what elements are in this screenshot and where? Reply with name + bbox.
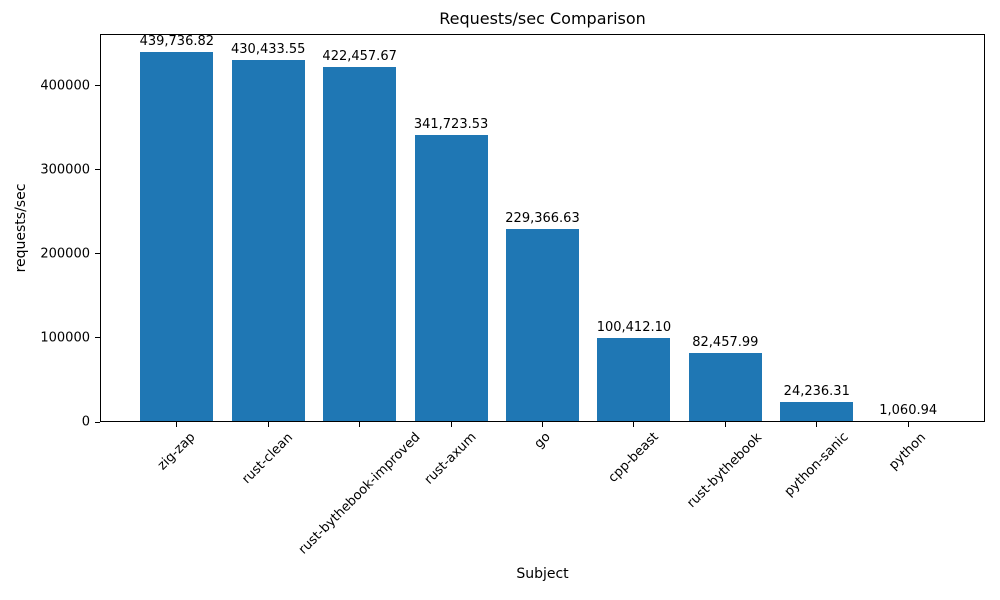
y-tick-label: 400000	[40, 78, 90, 94]
bar-value-label: 341,723.53	[413, 116, 489, 132]
bar-value-label: 82,457.99	[692, 334, 759, 350]
bar	[231, 60, 305, 422]
x-tick-label: go	[531, 429, 554, 452]
y-tick-label: 200000	[40, 246, 90, 262]
y-tick	[95, 85, 100, 87]
bar-value-label: 229,366.63	[505, 211, 580, 227]
x-tick-label: python	[886, 429, 930, 473]
chart-title: Requests/sec Comparison	[439, 9, 646, 28]
x-axis-label: Subject	[516, 566, 569, 582]
bar-value-label: 430,433.55	[231, 42, 306, 58]
x-tick	[176, 422, 178, 427]
bar-value-label: 24,236.31	[783, 383, 850, 399]
y-tick-label: 300000	[40, 162, 90, 178]
x-tick-label: rust-bythebook	[684, 429, 766, 511]
x-tick	[724, 422, 726, 427]
bar	[597, 337, 671, 422]
y-tick	[95, 253, 100, 255]
bar-value-label: 439,736.82	[139, 34, 215, 50]
y-tick	[95, 337, 100, 339]
x-tick	[359, 422, 361, 427]
x-tick-label: zig-zap	[154, 429, 199, 474]
x-tick	[633, 422, 635, 427]
x-tick-label: cpp-beast	[605, 429, 662, 487]
y-tick	[95, 421, 100, 423]
bar	[780, 401, 854, 422]
x-tick	[450, 422, 452, 427]
bar-value-label: 422,457.67	[322, 48, 397, 64]
bar	[414, 134, 488, 422]
x-tick-label: python-sanic	[781, 430, 852, 500]
y-tick	[95, 169, 100, 171]
x-tick	[816, 422, 818, 427]
x-tick	[542, 422, 543, 427]
x-tick-label: rust-clean	[239, 429, 297, 487]
bar	[323, 66, 397, 422]
x-tick	[907, 422, 909, 427]
y-tick-label: 100000	[40, 330, 90, 346]
y-tick-label: 0	[81, 414, 90, 430]
bar-value-label: 1,060.94	[879, 403, 938, 419]
x-tick-label: rust-axum	[421, 430, 480, 488]
bar-value-label: 100,412.10	[596, 319, 672, 335]
bar	[140, 52, 214, 422]
bar	[505, 229, 580, 422]
bar	[688, 352, 762, 422]
x-tick	[267, 422, 269, 427]
x-tick-label: rust-bythebook-improved	[295, 429, 424, 558]
